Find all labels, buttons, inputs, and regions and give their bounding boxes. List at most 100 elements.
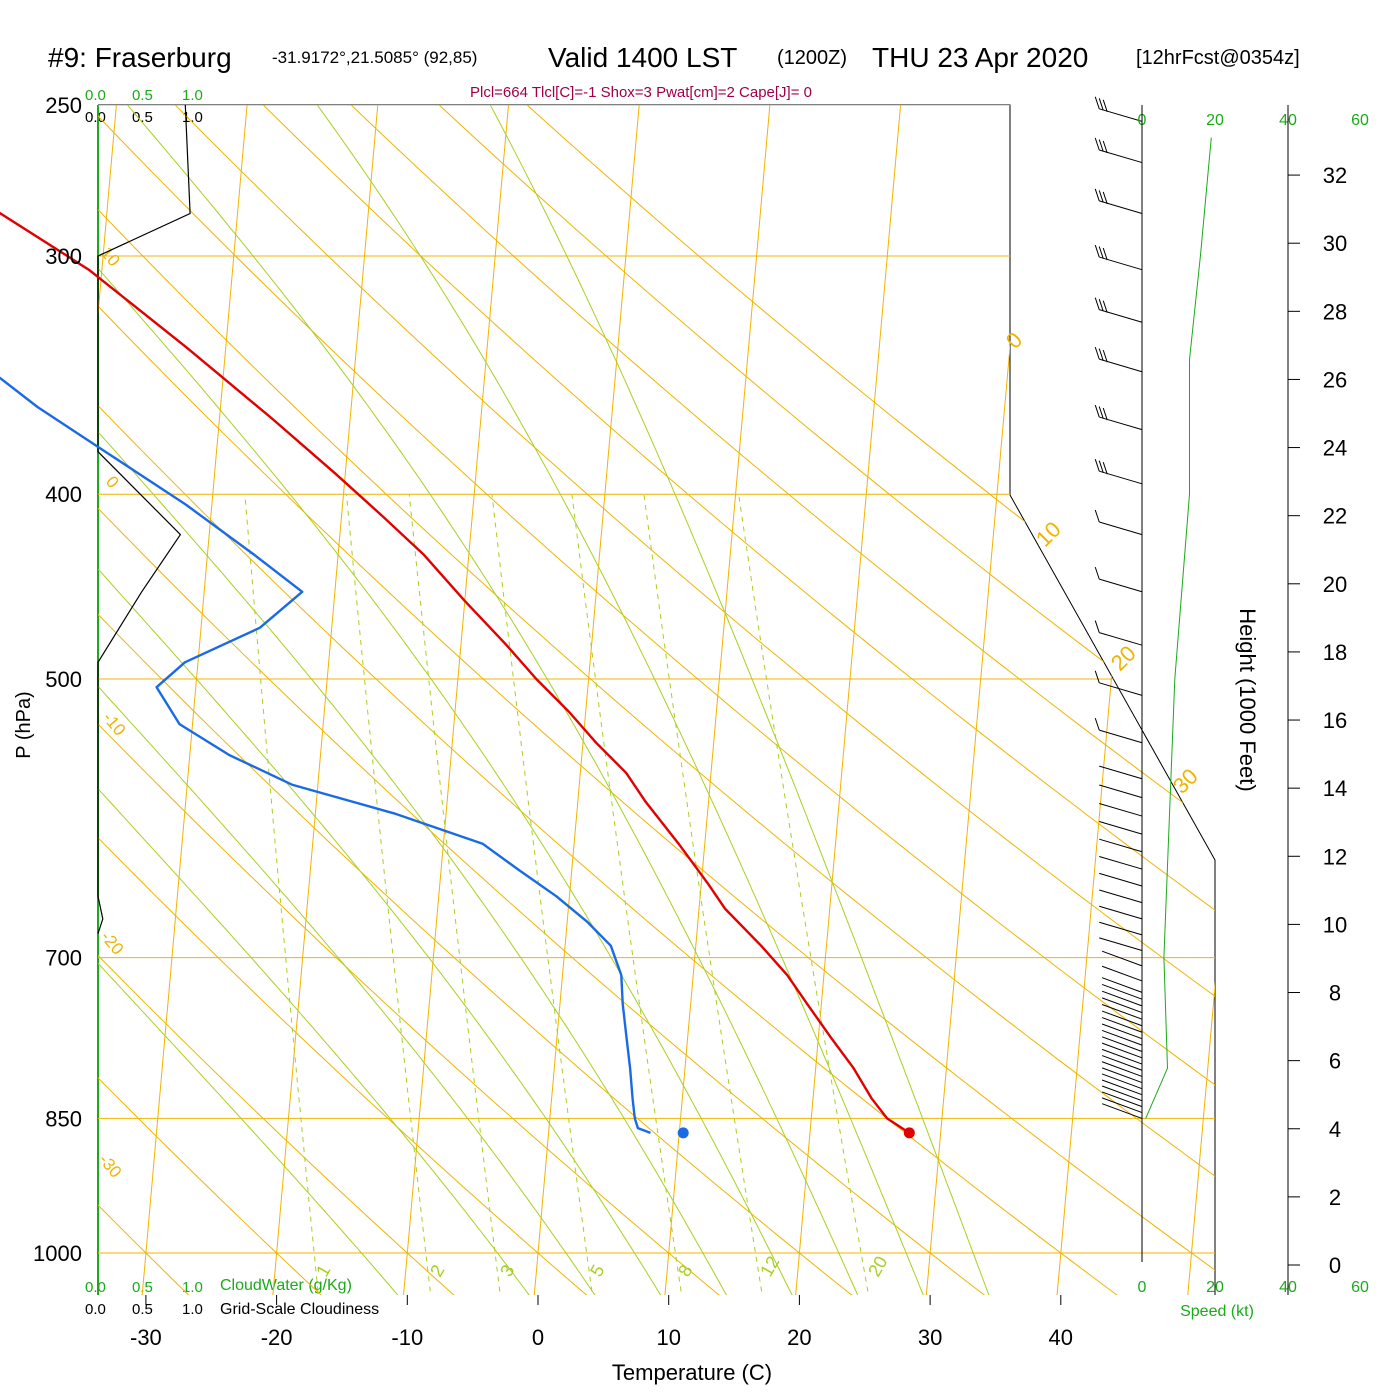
speed-tick-top-20: 20	[1206, 112, 1224, 129]
dry-adiabat-label: 10	[1031, 517, 1066, 552]
zulu-time: (1200Z)	[777, 47, 847, 69]
wind-barb-feather	[1098, 246, 1104, 259]
height-tick-0: 0	[1329, 1253, 1341, 1278]
dry-adiabat-line	[98, 105, 1215, 1295]
forecast-info: [12hrFcst@0354z]	[1136, 47, 1300, 69]
wind-barb-feather	[1094, 404, 1100, 418]
dry-adiabat-line	[98, 105, 329, 1295]
mixing-ratio-line	[244, 494, 320, 1295]
isotherm-line	[925, 105, 1035, 1295]
height-tick-8: 8	[1329, 981, 1341, 1006]
dewpoint-trace	[0, 376, 651, 1135]
wind-barb	[1101, 983, 1143, 1000]
height-tick-28: 28	[1323, 299, 1347, 324]
moist-adiabat-line	[316, 105, 927, 1295]
wind-barb	[1101, 1061, 1143, 1077]
dry-adiabat-label: 0	[1001, 327, 1027, 353]
wind-barb-feather	[1094, 244, 1100, 258]
station-coords: -31.9172°,21.5085° (92,85)	[272, 48, 477, 67]
surface-temperature-marker	[903, 1127, 915, 1139]
wind-barb-feather	[1094, 620, 1100, 633]
dry-adiabat-line	[98, 105, 595, 1295]
mixing-ratio-label: 3	[496, 1261, 518, 1280]
wind-barb	[1099, 937, 1143, 951]
height-tick-12: 12	[1323, 844, 1347, 869]
wind-barb-feather	[1094, 96, 1100, 109]
mixing-ratio-line	[491, 494, 594, 1295]
temperature-trace	[0, 211, 910, 1134]
mixing-ratio-line	[643, 494, 764, 1295]
height-tick-4: 4	[1329, 1117, 1341, 1142]
wind-barb-feather	[1098, 190, 1104, 203]
cloudiness-profile	[97, 104, 191, 934]
mixing-ratio-label: 12	[756, 1253, 783, 1280]
wind-barb-feather	[1094, 188, 1100, 202]
height-tick-26: 26	[1323, 367, 1347, 392]
y-axis-title: P (hPa)	[13, 691, 35, 758]
wind-barb-feather	[1102, 191, 1108, 205]
temperature-tick--20: -20	[261, 1325, 293, 1350]
height-tick-14: 14	[1323, 776, 1347, 801]
wind-barb-feather	[1102, 247, 1108, 261]
parcel-indices: Plcl=664 Tlcl[C]=-1 Shox=3 Pwat[cm]=2 Ca…	[470, 84, 812, 101]
pressure-tick-300: 300	[45, 244, 82, 269]
wind-barb-feather	[1102, 349, 1108, 363]
moist-adiabat-line	[98, 105, 665, 1295]
wind-barb	[1101, 997, 1143, 1014]
temperature-tick-20: 20	[787, 1325, 811, 1350]
dry-adiabat-line	[98, 105, 1126, 1295]
wind-barb	[1099, 921, 1143, 936]
isotherm-line	[794, 105, 905, 1295]
dry-adiabat-line	[489, 105, 1215, 1295]
wind-barb	[1101, 1017, 1143, 1033]
moist-adiabat-line	[98, 105, 404, 1295]
wind-barb-feather	[1098, 299, 1104, 312]
wind-speed-profile	[1145, 137, 1212, 1119]
pressure-tick-400: 400	[45, 482, 82, 507]
wind-barb-feather	[1094, 137, 1100, 151]
wind-barb	[1099, 309, 1143, 323]
speed-tick-bottom-60: 60	[1351, 1279, 1369, 1296]
surface-dewpoint-marker	[677, 1127, 689, 1139]
wind-barb	[1099, 802, 1143, 817]
wind-barb-feather	[1094, 670, 1100, 683]
cloudiness-scale-1-bottom: 1.0	[182, 1301, 203, 1318]
moist-adiabat-line	[98, 105, 731, 1295]
isotherm-line	[533, 105, 643, 1295]
dry-adiabat-label: 30	[1168, 764, 1203, 799]
dry-adiabat-line	[141, 105, 1215, 1295]
height-tick-30: 30	[1323, 231, 1347, 256]
moist-adiabat-line	[127, 105, 861, 1295]
dry-adiabat-line	[402, 105, 1215, 1295]
dry-adiabat-line	[98, 105, 860, 1295]
pressure-tick-500: 500	[45, 667, 82, 692]
mixing-ratio-label: 2	[426, 1261, 448, 1280]
wind-barb	[1101, 1036, 1143, 1052]
height-tick-18: 18	[1323, 640, 1347, 665]
dry-adiabat-line	[98, 105, 462, 1295]
station-title: #9: Fraserburg	[48, 42, 232, 73]
height-tick-24: 24	[1323, 436, 1347, 461]
wind-barb	[1101, 1079, 1143, 1096]
wind-barb-feather	[1098, 348, 1104, 361]
moist-adiabat-line	[98, 105, 535, 1295]
mixing-ratio-label: 20	[864, 1253, 891, 1280]
wind-barb-feather	[1094, 346, 1100, 360]
speed-tick-bottom-40: 40	[1279, 1279, 1297, 1296]
pressure-tick-250: 250	[45, 93, 82, 118]
wind-barb	[1101, 950, 1143, 967]
cloudwater-scale-0-bottom: 0.0	[85, 1279, 106, 1296]
wind-barb-feather	[1098, 460, 1104, 473]
wind-barb-feather	[1094, 566, 1100, 580]
cloudiness-scale-0-bottom: 0.0	[85, 1301, 106, 1318]
wind-barb-feather	[1102, 99, 1108, 112]
wind-barb	[1101, 1023, 1143, 1040]
moist-adiabat-line	[489, 105, 992, 1295]
height-tick-6: 6	[1329, 1049, 1341, 1074]
wind-barb	[1099, 889, 1143, 904]
isotherm-label: 0	[102, 472, 123, 491]
wind-barb	[1101, 1048, 1143, 1065]
wind-barb	[1101, 1004, 1143, 1020]
wind-barb	[1099, 729, 1143, 744]
wind-barb	[1099, 765, 1143, 780]
